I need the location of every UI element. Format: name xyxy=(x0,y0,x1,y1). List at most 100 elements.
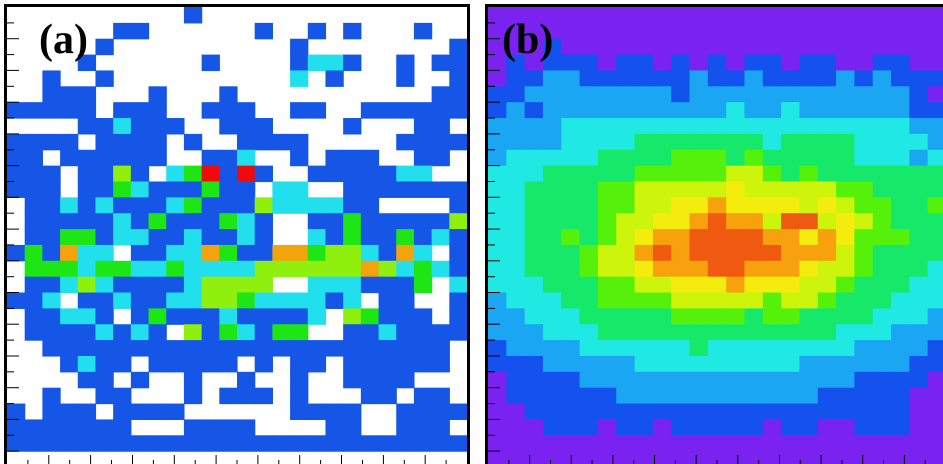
heatmap-b-cell xyxy=(597,102,617,119)
heatmap-b-cell xyxy=(488,54,507,72)
heatmap-b-cell xyxy=(524,371,544,389)
heatmap-a-cell xyxy=(343,324,362,341)
heatmap-b-cell xyxy=(579,403,599,421)
heatmap-b-cell xyxy=(927,133,943,151)
heatmap-a-cell xyxy=(360,324,380,341)
heatmap-b-cell xyxy=(506,403,526,421)
heatmap-b-cell xyxy=(891,244,910,262)
heatmap-b-cell xyxy=(927,403,943,421)
heatmap-b-cell xyxy=(817,292,837,309)
heatmap-b-cell xyxy=(671,165,691,183)
heatmap-b-cell xyxy=(597,387,617,405)
heatmap-b-cell xyxy=(707,86,727,103)
heatmap-a-cell xyxy=(77,197,97,214)
heatmap-b-cell xyxy=(799,435,819,452)
heatmap-b-cell xyxy=(762,70,782,87)
heatmap-a-cell xyxy=(431,213,450,230)
heatmap-b-cell xyxy=(524,387,544,405)
heatmap-a-cell xyxy=(413,340,433,357)
heatmap-b-cell xyxy=(579,181,599,198)
heatmap-b-cell xyxy=(561,244,581,262)
heatmap-b-cell xyxy=(561,292,581,309)
heatmap-b-cell xyxy=(726,54,746,72)
heatmap-a-cell xyxy=(113,181,132,198)
heatmap-a-cell xyxy=(325,419,344,436)
heatmap-b-cell xyxy=(579,308,599,325)
heatmap-a-cell xyxy=(449,213,467,230)
heatmap-a-cell xyxy=(201,419,220,436)
heatmap-a-cell xyxy=(95,260,114,278)
heatmap-b-cell xyxy=(524,86,544,103)
heatmap-a-cell xyxy=(272,308,291,325)
heatmap-b-cell xyxy=(854,229,874,246)
heatmap-b-cell xyxy=(872,260,892,278)
heatmap-b-cell xyxy=(579,149,599,167)
heatmap-b-cell xyxy=(927,340,943,357)
heatmap-b-cell xyxy=(909,54,929,72)
heatmap-b-cell xyxy=(872,7,892,24)
heatmap-b-cell xyxy=(817,403,837,421)
heatmap-a-cell xyxy=(360,435,380,452)
heatmap-b-cell xyxy=(671,340,691,357)
heatmap-a-cell xyxy=(60,244,79,262)
heatmap-b-cell xyxy=(689,292,709,309)
heatmap-b-cell xyxy=(799,70,819,87)
heatmap-b-cell xyxy=(909,229,929,246)
heatmap-a-cell xyxy=(378,292,397,309)
heatmap-b-cell xyxy=(616,419,636,436)
heatmap-b-cell xyxy=(836,292,855,309)
heatmap-a-cell xyxy=(130,292,150,309)
heatmap-b-cell xyxy=(634,7,654,24)
heatmap-a-cell xyxy=(254,276,273,294)
heatmap-a-cell xyxy=(77,371,97,389)
heatmap-b-cell xyxy=(762,403,782,421)
heatmap-b-cell xyxy=(652,244,672,262)
heatmap-b-cell xyxy=(597,419,617,436)
heatmap-a-cell xyxy=(360,340,380,357)
heatmap-b-cell xyxy=(707,387,727,405)
heatmap-b-cell xyxy=(689,181,709,198)
heatmap-b-cell xyxy=(707,419,727,436)
heatmap-a-cell xyxy=(113,276,132,294)
heatmap-a-cell xyxy=(42,102,61,119)
heatmap-b-cell xyxy=(634,86,654,103)
heatmap-b-cell xyxy=(836,451,855,464)
heatmap-b-cell xyxy=(817,54,837,72)
heatmap-a-cell xyxy=(449,133,467,151)
heatmap-b-cell xyxy=(762,435,782,452)
heatmap-b-cell xyxy=(744,260,764,278)
heatmap-b-cell xyxy=(744,213,764,230)
heatmap-b-cell xyxy=(744,7,764,24)
heatmap-b-cell xyxy=(579,260,599,278)
heatmap-a-cell xyxy=(201,355,220,373)
heatmap-a-cell xyxy=(237,276,256,294)
heatmap-a-cell xyxy=(254,308,273,325)
heatmap-b-cell xyxy=(927,181,943,198)
heatmap-b-cell xyxy=(762,260,782,278)
heatmap-b-cell xyxy=(909,260,929,278)
heatmap-a-cell xyxy=(24,435,43,452)
heatmap-a-cell xyxy=(449,86,467,103)
heatmap-a-cell xyxy=(7,419,26,436)
heatmap-b-cell xyxy=(634,197,654,214)
heatmap-b-cell xyxy=(817,22,837,40)
heatmap-a-cell xyxy=(95,308,114,325)
heatmap-b-cell xyxy=(634,308,654,325)
heatmap-b-cell xyxy=(616,102,636,119)
heatmap-a-cell xyxy=(148,292,167,309)
heatmap-b-cell xyxy=(671,86,691,103)
heatmap-b-cell xyxy=(927,86,943,103)
heatmap-a-cell xyxy=(431,403,450,421)
heatmap-a-cell xyxy=(307,340,327,357)
heatmap-a-cell xyxy=(237,229,256,246)
heatmap-b-cell xyxy=(689,54,709,72)
heatmap-a-cell xyxy=(201,340,220,357)
heatmap-a-cell xyxy=(95,371,114,389)
heatmap-b-cell xyxy=(542,22,562,40)
heatmap-b-cell xyxy=(799,86,819,103)
heatmap-b-cell xyxy=(488,276,507,294)
heatmap-a-cell xyxy=(290,38,309,56)
heatmap-b-cell xyxy=(689,86,709,103)
heatmap-a-cell xyxy=(77,86,97,103)
heatmap-a-cell xyxy=(290,324,309,341)
